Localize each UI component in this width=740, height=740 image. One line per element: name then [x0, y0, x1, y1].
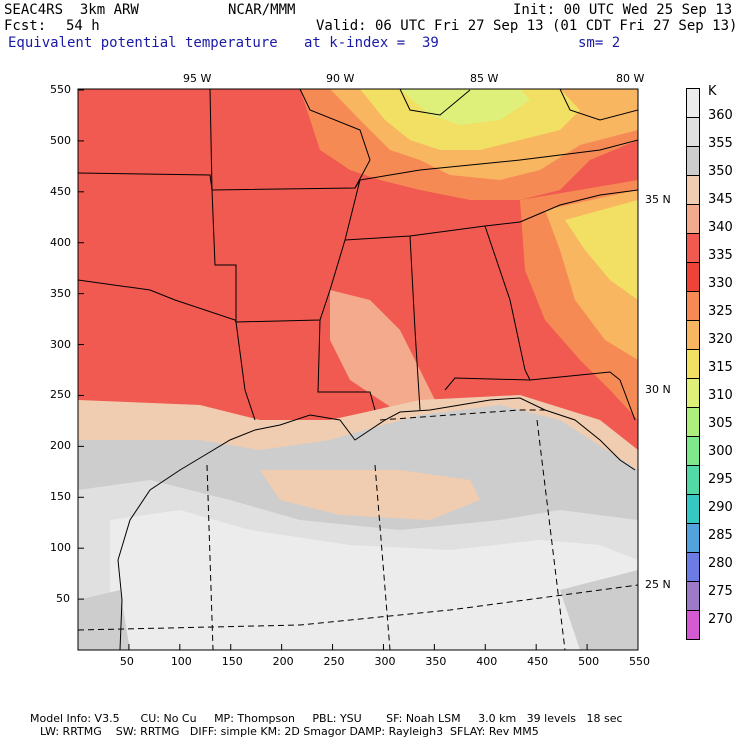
footer-physics-info: LW: RRTMG SW: RRTMG DIFF: simple KM: 2D … [40, 725, 539, 738]
y-tick-label: 50 [56, 592, 70, 606]
x-tick-label: 450 [527, 655, 549, 668]
colorbar-swatch [686, 437, 700, 466]
colorbar-level: 305 [708, 416, 733, 431]
boundaries [78, 89, 638, 650]
lat-label: 30 N [645, 383, 671, 396]
x-tick-label: 200 [272, 655, 294, 668]
colorbar-swatch [686, 408, 700, 437]
smoothing-info: sm= 2 [578, 35, 621, 51]
colorbar-swatch [686, 234, 700, 263]
y-tick-label: 100 [50, 541, 71, 555]
colorbar-level: 335 [708, 248, 733, 263]
y-tick-label: 200 [50, 439, 71, 453]
valid-time: Valid: 06 UTC Fri 27 Sep 13 (01 CDT Fri … [316, 18, 738, 34]
y-tick-label: 250 [50, 388, 71, 402]
colorbar-level: 325 [708, 304, 733, 319]
colorbar-level: 300 [708, 444, 733, 459]
colorbar-swatch [686, 292, 700, 321]
colorbar-swatch [686, 582, 700, 611]
x-tick-label: 550 [629, 655, 650, 668]
y-tick-label: 400 [50, 235, 71, 249]
colorbar-swatch [686, 350, 700, 379]
level-info: at k-index = 39 [304, 35, 439, 51]
y-tick-label: 350 [50, 286, 71, 300]
colorbar-swatch [686, 524, 700, 553]
colorbar-level: 355 [708, 136, 733, 151]
x-tick-label: 100 [170, 655, 192, 668]
y-tick-label: 150 [50, 490, 71, 504]
init-time: Init: 00 UTC Wed 25 Sep 13 [513, 2, 733, 18]
x-tick-label: 500 [578, 655, 600, 668]
colorbar-level: 315 [708, 360, 733, 375]
lon-label: 80 W [616, 72, 645, 85]
lon-label: 85 W [470, 72, 499, 85]
lon-label: 90 W [326, 72, 355, 85]
footer-model-info: Model Info: V3.5 CU: No Cu MP: Thompson … [30, 712, 623, 725]
colorbar-swatch [686, 553, 700, 582]
colorbar-swatch [686, 147, 700, 176]
x-tick-label: 350 [425, 655, 447, 668]
colorbar-swatch [686, 611, 700, 640]
colorbar-swatch [686, 321, 700, 350]
y-tick-label: 550 [50, 83, 71, 96]
x-tick-label: 400 [476, 655, 498, 668]
field-name: Equivalent potential temperature [8, 35, 278, 51]
colorbar: K 360 355 350 345 340 335 330 325 320 315 310 305 30… [686, 84, 738, 664]
colorbar-level: 360 [708, 108, 733, 123]
colorbar-swatch [686, 176, 700, 205]
y-tick-label: 300 [50, 337, 71, 351]
y-tick-label: 500 [50, 133, 71, 147]
y-tick-label: 450 [50, 184, 71, 198]
lat-lon-grid [78, 409, 638, 650]
colorbar-swatch [686, 466, 700, 495]
colorbar-level: 285 [708, 528, 733, 543]
colorbar-unit: K [708, 84, 717, 99]
lat-label: 25 N [645, 578, 671, 591]
forecast-label: Fcst: [4, 18, 47, 34]
colorbar-swatch [686, 88, 700, 118]
colorbar-level: 270 [708, 612, 733, 627]
colorbar-swatch [686, 205, 700, 234]
map-frame [77, 88, 639, 651]
organization: NCAR/MMM [228, 2, 296, 18]
colorbar-level: 345 [708, 192, 733, 207]
x-tick-label: 250 [323, 655, 345, 668]
colorbar-swatch [686, 263, 700, 292]
model-title: SEAC4RS 3km ARW [4, 2, 139, 18]
colorbar-swatch [686, 495, 700, 524]
x-tick-label: 150 [221, 655, 243, 668]
map-plot [77, 88, 639, 651]
colorbar-level: 275 [708, 584, 733, 599]
colorbar-swatch [686, 118, 700, 147]
lon-label: 95 W [183, 72, 212, 85]
colorbar-level: 350 [708, 164, 733, 179]
forecast-hour: 54 h [66, 18, 100, 34]
theta-e-field [78, 89, 638, 650]
colorbar-level: 320 [708, 332, 733, 347]
x-tick-label: 300 [374, 655, 396, 668]
colorbar-level: 295 [708, 472, 733, 487]
colorbar-level: 330 [708, 276, 733, 291]
colorbar-level: 280 [708, 556, 733, 571]
lat-label: 35 N [645, 193, 671, 206]
colorbar-level: 340 [708, 220, 733, 235]
colorbar-swatch [686, 379, 700, 408]
x-tick-label: 50 [119, 655, 134, 668]
colorbar-level: 310 [708, 388, 733, 403]
colorbar-level: 290 [708, 500, 733, 515]
